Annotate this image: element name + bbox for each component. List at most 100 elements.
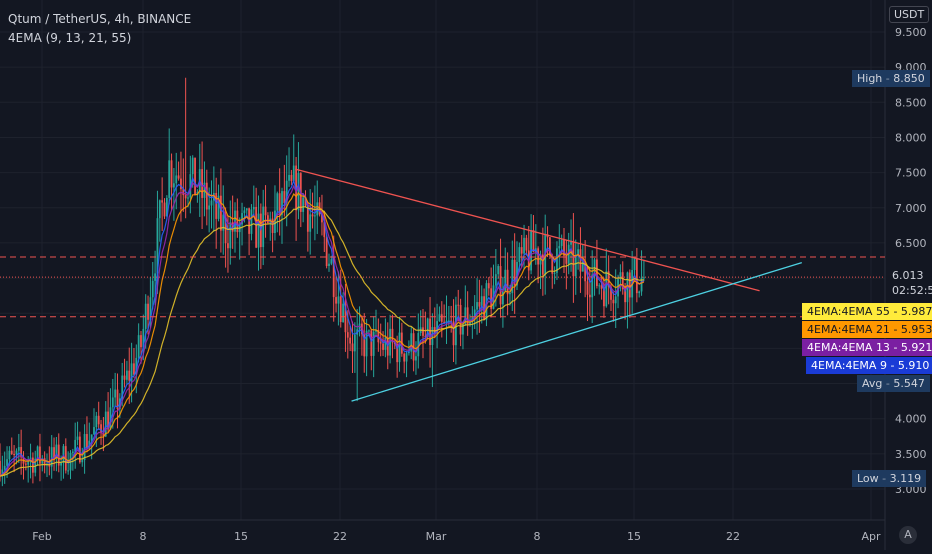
candle-body-183	[429, 318, 431, 346]
high-tag-label: High	[857, 72, 883, 85]
candle-body-120	[281, 191, 283, 215]
candle-body-34	[79, 436, 81, 463]
auto-scale-button[interactable]: A	[899, 526, 917, 544]
candle-body-79	[184, 195, 187, 199]
candle-body-231	[541, 254, 544, 275]
candle-body-243	[570, 240, 572, 245]
candle-body-148	[346, 332, 349, 338]
candle-body-25	[57, 444, 60, 466]
candle-body-205	[480, 296, 483, 307]
candle-body-14	[32, 457, 34, 473]
candle-body-166	[389, 328, 391, 356]
candle-body-193	[452, 321, 455, 346]
candle-body-71	[165, 197, 168, 217]
candle-body-163	[382, 343, 384, 350]
candle-body-65	[151, 280, 154, 298]
candle-body-7	[15, 450, 18, 455]
y-tick-label-12: 3.500	[895, 448, 927, 461]
candle-body-229	[537, 248, 540, 265]
candle-body-33	[76, 436, 79, 440]
candle-body-143	[335, 297, 337, 304]
ema-13-line	[0, 181, 645, 477]
candle-body-47	[109, 407, 112, 430]
candle-body-92	[215, 192, 218, 219]
candle-body-49	[114, 389, 117, 398]
candle-body-221	[518, 247, 521, 262]
candle-body-56	[130, 363, 133, 381]
ema21-tag-value: 5.953	[900, 323, 932, 336]
ema-55-line	[0, 206, 644, 477]
candle-body-46	[107, 411, 109, 430]
candle-body-141	[330, 259, 333, 264]
ema9-tag-value: 5.910	[897, 359, 930, 372]
candle-body-218	[511, 259, 514, 294]
candle-body-36	[83, 434, 86, 461]
candle-body-41	[95, 415, 98, 428]
candle-body-173	[405, 353, 408, 362]
candle-body-2	[3, 465, 6, 470]
candle-body-273	[640, 277, 643, 292]
candle-body-266	[624, 289, 626, 303]
candle-body-22	[50, 447, 53, 467]
candle-body-256	[600, 285, 603, 289]
candle-body-160	[375, 329, 377, 332]
high-tag: High - 8.850	[852, 70, 930, 87]
indicator-title: 4EMA (9, 13, 21, 55)	[8, 31, 132, 45]
candle-body-69	[161, 200, 164, 203]
candle-body-132	[309, 214, 312, 232]
candle-body-156	[365, 330, 368, 357]
candle-body-246	[577, 249, 579, 256]
candle-body-157	[368, 330, 370, 332]
candle-body-17	[39, 446, 41, 464]
candle-body-93	[217, 195, 220, 219]
candle-body-82	[191, 157, 194, 175]
candle-body-140	[328, 263, 330, 266]
candle-body-208	[487, 283, 490, 289]
candle-body-58	[135, 357, 138, 375]
low-tag: Low - 3.119	[852, 470, 927, 487]
candle-body-32	[74, 439, 77, 452]
x-tick-label-7: 22	[726, 530, 740, 543]
avg-tag-value: 5.547	[893, 377, 925, 390]
candle-body-149	[349, 337, 352, 344]
candle-body-230	[539, 254, 542, 265]
candle-body-249	[584, 261, 587, 282]
candle-body-42	[97, 415, 100, 425]
candle-body-258	[605, 271, 608, 307]
candle-body-261	[612, 299, 615, 304]
price-tag: 6.013 02:52:5	[889, 268, 932, 298]
candle-body-45	[104, 411, 107, 437]
candle-body-191	[447, 320, 450, 322]
candle-body-67	[156, 218, 159, 274]
low-tag-label: Low	[857, 472, 879, 485]
candle-body-245	[574, 255, 577, 277]
candle-body-121	[283, 191, 286, 203]
candle-body-23	[53, 447, 55, 458]
candle-body-190	[445, 320, 448, 323]
candle-body-198	[464, 307, 467, 324]
candle-body-80	[187, 197, 189, 199]
candle-body-77	[180, 178, 182, 190]
candle-body-187	[438, 314, 441, 322]
y-tick-label-0: 9.500	[895, 26, 927, 39]
candle-body-274	[643, 277, 645, 279]
currency-label[interactable]: USDT	[889, 6, 930, 23]
candle-body-155	[363, 334, 366, 357]
candle-body-110	[257, 213, 260, 248]
ema21-tag: 4EMA:4EMA 21 - 5.953	[802, 321, 932, 338]
price-tag-value: 6.013	[892, 269, 924, 282]
candle-body-217	[509, 293, 511, 295]
candle-body-234	[549, 237, 551, 256]
y-tick-label-5: 7.000	[895, 202, 927, 215]
candle-body-263	[617, 279, 619, 297]
candle-body-224	[525, 237, 528, 251]
candle-body-146	[342, 303, 344, 322]
candle-body-162	[379, 342, 382, 344]
candle-body-251	[588, 294, 591, 298]
candle-body-237	[556, 248, 558, 273]
candle-body-116	[271, 218, 274, 233]
avg-tag-label: Avg	[862, 377, 883, 390]
candle-body-206	[483, 296, 485, 320]
